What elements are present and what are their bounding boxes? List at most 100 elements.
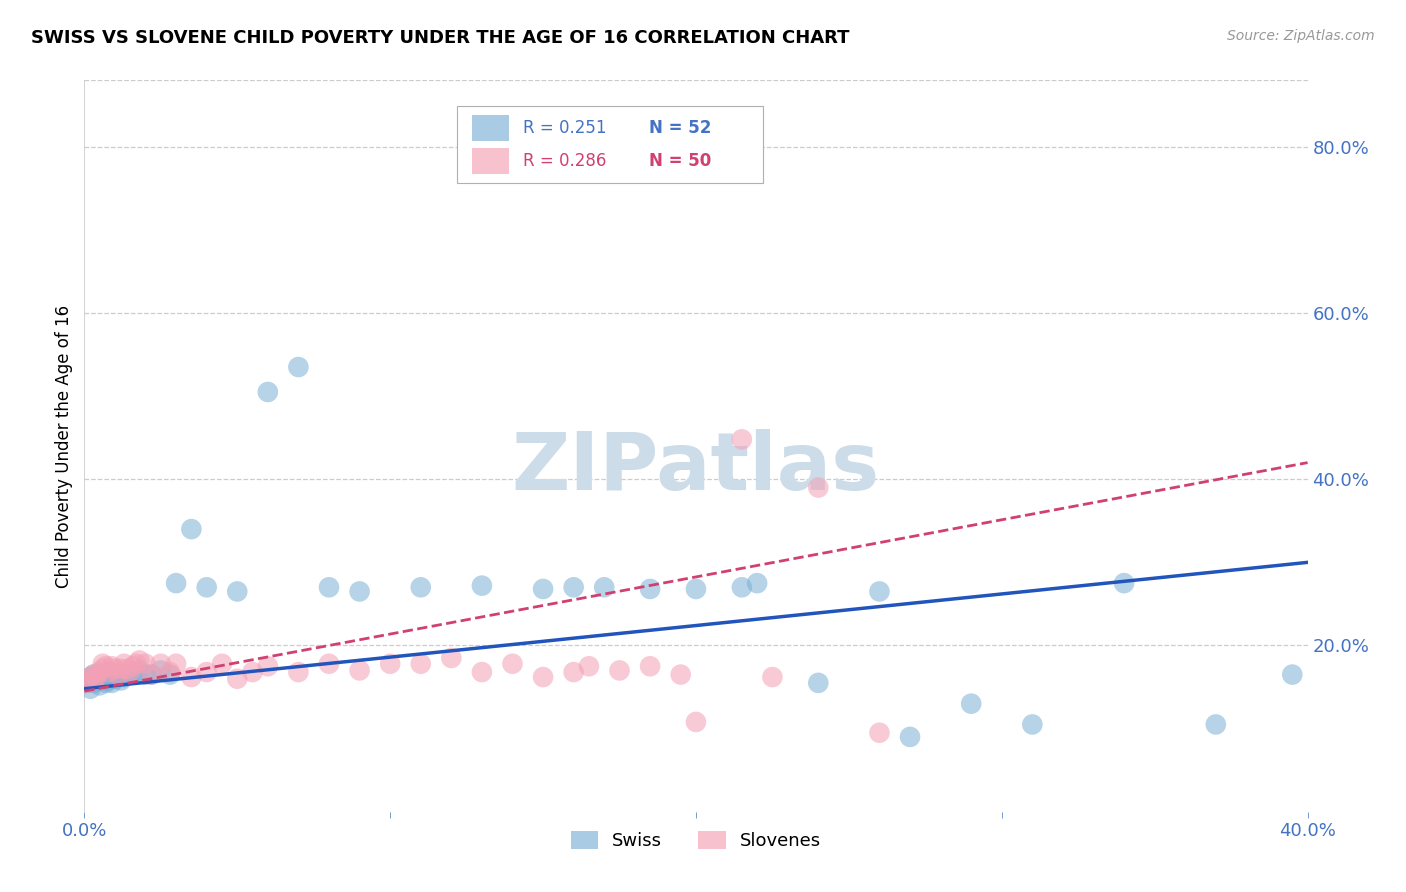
Point — [1114, 576, 1136, 591]
Point — [257, 659, 280, 673]
Point — [562, 665, 585, 679]
Point — [440, 651, 463, 665]
Point — [287, 359, 309, 374]
Point — [226, 584, 249, 599]
Point — [149, 664, 172, 678]
Point — [685, 582, 707, 596]
Point — [502, 657, 524, 671]
Point — [83, 667, 105, 681]
Point — [101, 676, 124, 690]
Point — [135, 667, 157, 681]
Point — [578, 659, 600, 673]
Text: Source: ZipAtlas.com: Source: ZipAtlas.com — [1227, 29, 1375, 43]
Point — [107, 667, 129, 681]
Point — [122, 667, 145, 681]
Point — [531, 582, 554, 596]
Point — [104, 662, 127, 676]
Point — [869, 584, 891, 599]
FancyBboxPatch shape — [457, 106, 763, 183]
Point — [409, 657, 432, 671]
Point — [83, 667, 105, 681]
Point — [79, 670, 101, 684]
Text: N = 50: N = 50 — [650, 152, 711, 169]
Point — [747, 576, 769, 591]
Point — [349, 584, 371, 599]
Point — [76, 676, 98, 690]
Text: R = 0.251: R = 0.251 — [523, 119, 607, 136]
Point — [141, 667, 163, 681]
Text: SWISS VS SLOVENE CHILD POVERTY UNDER THE AGE OF 16 CORRELATION CHART: SWISS VS SLOVENE CHILD POVERTY UNDER THE… — [31, 29, 849, 46]
Point — [97, 673, 120, 688]
Point — [195, 665, 218, 679]
Point — [125, 657, 148, 671]
Point — [349, 664, 371, 678]
Point — [86, 670, 108, 684]
Y-axis label: Child Poverty Under the Age of 16: Child Poverty Under the Age of 16 — [55, 304, 73, 588]
Text: ZIPatlas: ZIPatlas — [512, 429, 880, 507]
Point — [638, 659, 661, 673]
Point — [97, 665, 120, 679]
Point — [562, 580, 585, 594]
Point — [807, 481, 830, 495]
Point — [86, 673, 108, 688]
Point — [91, 673, 114, 688]
Point — [287, 665, 309, 679]
Point — [141, 667, 163, 681]
Point — [101, 659, 124, 673]
Point — [112, 670, 135, 684]
Point — [761, 670, 783, 684]
Point — [76, 676, 98, 690]
Point — [91, 657, 114, 671]
Point — [318, 657, 340, 671]
Point — [409, 580, 432, 594]
Point — [165, 657, 187, 671]
Point — [89, 665, 111, 679]
Point — [91, 667, 114, 681]
Point — [1205, 717, 1227, 731]
Point — [638, 582, 661, 596]
Point — [107, 667, 129, 681]
Text: R = 0.286: R = 0.286 — [523, 152, 607, 169]
Point — [83, 676, 105, 690]
Point — [86, 670, 108, 684]
Point — [83, 673, 105, 688]
Point — [120, 665, 142, 679]
Point — [94, 676, 117, 690]
Point — [159, 665, 181, 679]
Point — [135, 657, 157, 671]
Point — [94, 659, 117, 673]
Point — [180, 670, 202, 684]
Point — [110, 662, 132, 676]
Point — [180, 522, 202, 536]
Point — [79, 670, 101, 684]
Point — [89, 672, 111, 686]
Point — [128, 653, 150, 667]
Point — [128, 664, 150, 678]
Point — [211, 657, 233, 671]
Bar — [472, 115, 509, 141]
Point — [898, 730, 921, 744]
Point — [318, 580, 340, 594]
Point — [731, 433, 754, 447]
Point — [97, 665, 120, 679]
Point — [226, 672, 249, 686]
Point — [593, 580, 616, 594]
Point — [122, 659, 145, 673]
Point — [104, 672, 127, 686]
Point — [807, 676, 830, 690]
Point — [89, 678, 111, 692]
Point — [471, 665, 494, 679]
Point — [91, 662, 114, 676]
Point — [531, 670, 554, 684]
Point — [669, 667, 692, 681]
Point — [115, 662, 138, 676]
Point — [731, 580, 754, 594]
Point — [685, 714, 707, 729]
Point — [609, 664, 631, 678]
Point — [110, 673, 132, 688]
Point — [120, 667, 142, 681]
Point — [1281, 667, 1303, 681]
Point — [471, 579, 494, 593]
Point — [242, 665, 264, 679]
Point — [1021, 717, 1043, 731]
